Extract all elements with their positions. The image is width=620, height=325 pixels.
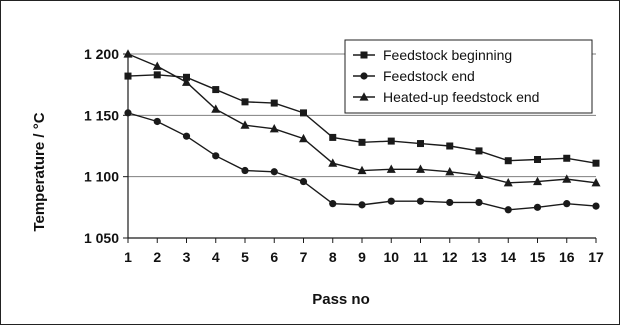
x-tick-label: 4: [212, 249, 220, 265]
legend-item: Heated-up feedstock end: [353, 89, 539, 105]
data-point-square: [153, 71, 161, 79]
data-point-triangle: [123, 49, 133, 58]
series-triangle: [123, 49, 601, 187]
x-tick-label: 11: [413, 249, 428, 265]
data-point-triangle: [357, 165, 367, 175]
data-point-triangle: [182, 77, 191, 86]
data-point-square: [417, 140, 424, 148]
data-point-circle: [446, 198, 454, 207]
x-tick-label: 12: [442, 249, 458, 265]
legend-marker-triangle: [359, 92, 369, 101]
data-point-circle: [153, 117, 161, 126]
x-tick-label: 3: [183, 249, 191, 265]
legend-item: Feedstock end: [353, 68, 475, 84]
data-point-square: [241, 98, 249, 106]
x-tick-label: 5: [241, 249, 249, 265]
data-point-triangle: [533, 176, 542, 186]
data-point-square: [329, 133, 337, 141]
legend-label: Feedstock end: [383, 68, 475, 84]
data-point-triangle: [562, 174, 572, 183]
y-axis-title: Temperature / °C: [31, 112, 48, 231]
data-point-square: [563, 154, 571, 162]
data-point-circle: [533, 203, 542, 211]
data-point-circle: [475, 198, 483, 207]
x-tick-label: 8: [329, 249, 337, 265]
data-point-square: [183, 73, 190, 81]
x-tick-label: 15: [530, 249, 546, 265]
x-tick-label: 10: [383, 249, 399, 265]
series-circle: [124, 109, 600, 214]
data-point-circle: [592, 202, 600, 210]
legend-marker-square: [360, 51, 368, 59]
series-square: [124, 71, 600, 167]
data-point-circle: [299, 177, 308, 186]
data-point-circle: [241, 166, 249, 175]
x-tick-label: 17: [588, 249, 604, 265]
legend-label: Heated-up feedstock end: [383, 89, 539, 105]
data-point-circle: [212, 152, 220, 160]
data-point-square: [475, 147, 483, 155]
data-point-square: [270, 99, 278, 107]
data-point-triangle: [240, 120, 250, 129]
legend-label: Feedstock beginning: [383, 47, 512, 63]
x-tick-label: 6: [270, 249, 278, 265]
data-point-circle: [329, 200, 337, 208]
data-point-triangle: [445, 166, 455, 176]
y-tick-label: 1 200: [84, 46, 119, 62]
x-tick-label: 1: [124, 249, 132, 265]
x-tick-label: 16: [559, 249, 575, 265]
data-point-circle: [270, 168, 278, 176]
x-tick-label: 9: [358, 249, 366, 265]
data-point-triangle: [416, 164, 425, 173]
legend-marker-circle: [360, 72, 368, 80]
data-point-circle: [387, 197, 395, 205]
data-point-square: [534, 155, 541, 163]
data-point-circle: [563, 200, 571, 208]
legend-item: Feedstock beginning: [353, 47, 512, 63]
data-point-triangle: [269, 124, 279, 133]
series-lines: [123, 49, 601, 214]
y-tick-label: 1 100: [84, 169, 119, 185]
x-tick-label: 13: [471, 249, 487, 265]
x-tick-label: 7: [300, 249, 308, 265]
data-point-triangle: [152, 61, 162, 70]
data-point-square: [387, 137, 395, 145]
data-point-square: [446, 142, 454, 150]
data-point-circle: [504, 206, 512, 214]
data-point-triangle: [386, 164, 396, 173]
legend-box: [344, 39, 593, 114]
data-point-triangle: [299, 133, 308, 143]
data-point-square: [592, 159, 600, 167]
data-point-triangle: [328, 158, 338, 167]
legend: Feedstock beginning Feedstock end Heated-u…: [344, 39, 593, 114]
data-point-square: [212, 86, 220, 94]
x-tick-label: 2: [153, 249, 161, 265]
data-point-circle: [416, 197, 425, 205]
data-point-circle: [182, 132, 191, 140]
data-point-triangle: [474, 170, 484, 180]
y-tick-label: 1 050: [84, 230, 119, 246]
y-tick-label: 1 150: [84, 107, 119, 123]
data-point-triangle: [591, 178, 601, 187]
x-tick-label: 14: [500, 249, 516, 265]
data-point-circle: [358, 201, 366, 209]
data-point-triangle: [211, 104, 221, 113]
data-point-square: [358, 138, 366, 146]
data-point-triangle: [503, 178, 513, 187]
data-point-square: [300, 109, 307, 117]
x-axis-title: Pass no: [312, 291, 370, 308]
data-point-square: [504, 157, 512, 165]
